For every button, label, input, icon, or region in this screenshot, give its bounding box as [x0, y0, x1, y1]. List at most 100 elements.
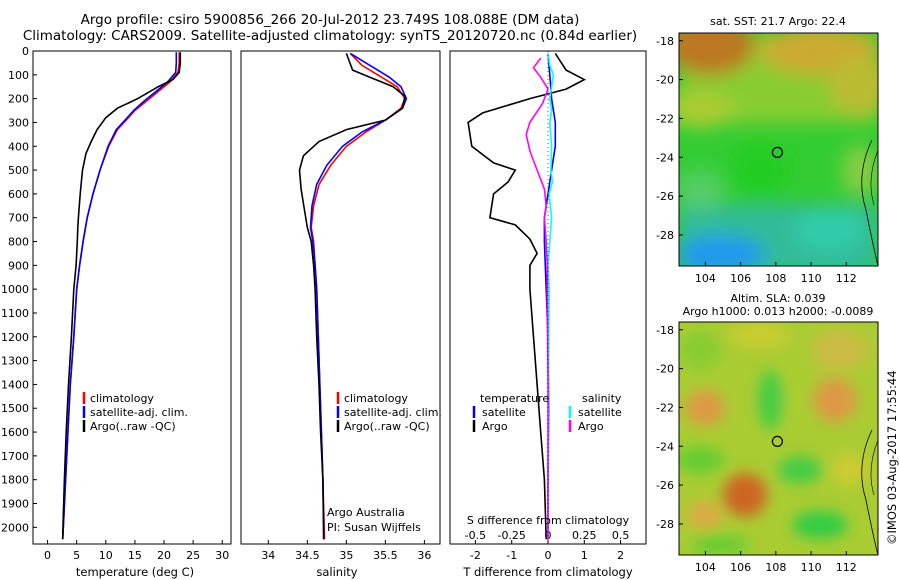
- salinity-xlabel: salinity: [316, 565, 357, 579]
- depth-tick-label: 1200: [1, 331, 29, 344]
- legend-group-title: salinity: [582, 392, 622, 405]
- series-line-argo-raw-qc-: [298, 53, 406, 540]
- depth-tick-label: 0: [22, 45, 29, 58]
- depth-tick-label: 1500: [1, 402, 29, 415]
- depth-tick-label: 800: [8, 236, 29, 249]
- lat-tick-label: -22: [656, 112, 674, 125]
- t-diff-label: T difference from climatology: [462, 565, 633, 579]
- lat-tick-label: -24: [656, 440, 674, 453]
- legend-label: Argo: [578, 420, 604, 433]
- argo-australia-note: Argo Australia: [327, 506, 405, 519]
- x-tick-label: -2: [470, 549, 481, 562]
- x-tick-label: 25: [186, 549, 200, 562]
- chart-title-line1: Argo profile: csiro 5900856_266 20-Jul-2…: [80, 12, 580, 28]
- s-tick-label: -0.5: [465, 529, 486, 542]
- depth-tick-label: 1000: [1, 283, 29, 296]
- legend-label: satellite-adj. clim.: [344, 406, 442, 419]
- lat-tick-label: -24: [656, 151, 674, 164]
- imos-timestamp: ©IMOS 03-Aug-2017 17:55:44: [885, 370, 899, 545]
- x-tick-label: 30: [215, 549, 229, 562]
- lat-tick-label: -26: [656, 479, 674, 492]
- chart-title-line2: Climatology: CARS2009. Satellite-adjuste…: [22, 28, 638, 44]
- lat-tick-label: -22: [656, 401, 674, 414]
- salinity-panel: 34 34.5 35 35.5 36 salinity climatologysatel…: [240, 50, 442, 579]
- depth-tick-label: 1600: [1, 426, 29, 439]
- lon-tick-label: 108: [765, 272, 786, 285]
- lon-tick-label: 112: [836, 272, 857, 285]
- depth-tick-label: 1900: [1, 498, 29, 511]
- series-line-s-satellite: [547, 53, 555, 540]
- x-tick-label: 0: [545, 549, 552, 562]
- lat-tick-label: -28: [656, 229, 674, 242]
- depth-tick-label: 300: [8, 116, 29, 129]
- series-line-t-argo: [467, 52, 587, 540]
- lat-tick-label: -26: [656, 190, 674, 203]
- pi-note: PI: Susan Wijffels: [327, 521, 421, 534]
- x-tick-label: 0: [44, 549, 51, 562]
- lon-tick-label: 106: [730, 272, 751, 285]
- depth-tick-label: 1400: [1, 378, 29, 391]
- lat-tick-label: -28: [656, 518, 674, 531]
- lat-tick-label: -20: [656, 363, 674, 376]
- difference-panel: -2 -1 0 1 2-0.5 -0.25 0 0.25 0.5 S difference fr…: [449, 50, 647, 579]
- series-line-argo-raw-qc-: [61, 52, 182, 540]
- legend-label: satellite: [482, 406, 526, 419]
- x-tick-label: 34: [261, 549, 275, 562]
- legend-label: climatology: [344, 392, 408, 405]
- sst-title: sat. SST: 21.7 Argo: 22.4: [710, 15, 846, 28]
- depth-tick-label: 200: [8, 93, 29, 106]
- depth-tick-label: 1800: [1, 474, 29, 487]
- x-tick-label: 35.5: [373, 549, 398, 562]
- x-tick-label: 2: [617, 549, 624, 562]
- depth-tick-label: 1300: [1, 355, 29, 368]
- depth-tick-label: 500: [8, 164, 29, 177]
- lon-tick-label: 108: [765, 561, 786, 574]
- lon-tick-label: 104: [695, 272, 716, 285]
- legend-label: Argo(..raw -QC): [344, 420, 430, 433]
- series-line-satellite-adj-clim-: [309, 52, 408, 540]
- s-tick-label: -0.25: [497, 529, 525, 542]
- depth-tick-label: 2000: [1, 521, 29, 534]
- lon-tick-label: 112: [836, 561, 857, 574]
- legend-label: Argo(..raw -QC): [90, 420, 176, 433]
- sst-map-panel: sat. SST: 21.7 Argo: 22.4 -18 -20 -22 -24 -2…: [656, 15, 879, 285]
- legend-label: climatology: [90, 392, 154, 405]
- depth-tick-label: 1100: [1, 307, 29, 320]
- x-tick-label: 15: [128, 549, 142, 562]
- sst-argo-marker: [771, 146, 784, 158]
- x-tick-label: 1: [581, 549, 588, 562]
- x-tick-label: 20: [157, 549, 171, 562]
- depth-tick-label: 600: [8, 188, 29, 201]
- depth-tick-label: 1700: [1, 450, 29, 463]
- legend-label: Argo: [482, 420, 508, 433]
- depth-tick-label: 100: [8, 69, 29, 82]
- lon-tick-label: 110: [801, 272, 822, 285]
- sla-title: Altim. SLA: 0.039: [730, 292, 825, 305]
- sla-map-panel: Altim. SLA: 0.039 Argo h1000: 0.013 h200…: [656, 292, 879, 574]
- x-tick-label: 10: [99, 549, 113, 562]
- depth-tick-label: 400: [8, 140, 29, 153]
- legend-group-title: temperature: [480, 392, 549, 405]
- lat-tick-label: -18: [656, 324, 674, 337]
- lat-tick-label: -18: [656, 35, 674, 48]
- x-tick-label: -1: [506, 549, 517, 562]
- legend-label: satellite: [578, 406, 622, 419]
- x-tick-label: 34.5: [295, 549, 320, 562]
- s-diff-label: S difference from climatology: [467, 514, 630, 527]
- temperature-panel: 0100200300400500600700800900100011001200…: [1, 45, 232, 579]
- x-tick-label: 5: [73, 549, 80, 562]
- s-tick-label: 0.25: [572, 529, 597, 542]
- series-line-satellite-adj-clim-: [61, 52, 178, 540]
- difference-legend: temperaturesatelliteArgosalinitysatellit…: [472, 392, 622, 433]
- x-tick-label: 35: [339, 549, 353, 562]
- x-tick-label: 36: [417, 549, 431, 562]
- sla-field: [679, 322, 878, 555]
- sla-subtitle: Argo h1000: 0.013 h2000: -0.0089: [683, 305, 874, 318]
- sla-argo-marker: [771, 435, 784, 447]
- lon-tick-label: 104: [695, 561, 716, 574]
- depth-tick-label: 700: [8, 212, 29, 225]
- series-line-s-argo: [525, 57, 549, 540]
